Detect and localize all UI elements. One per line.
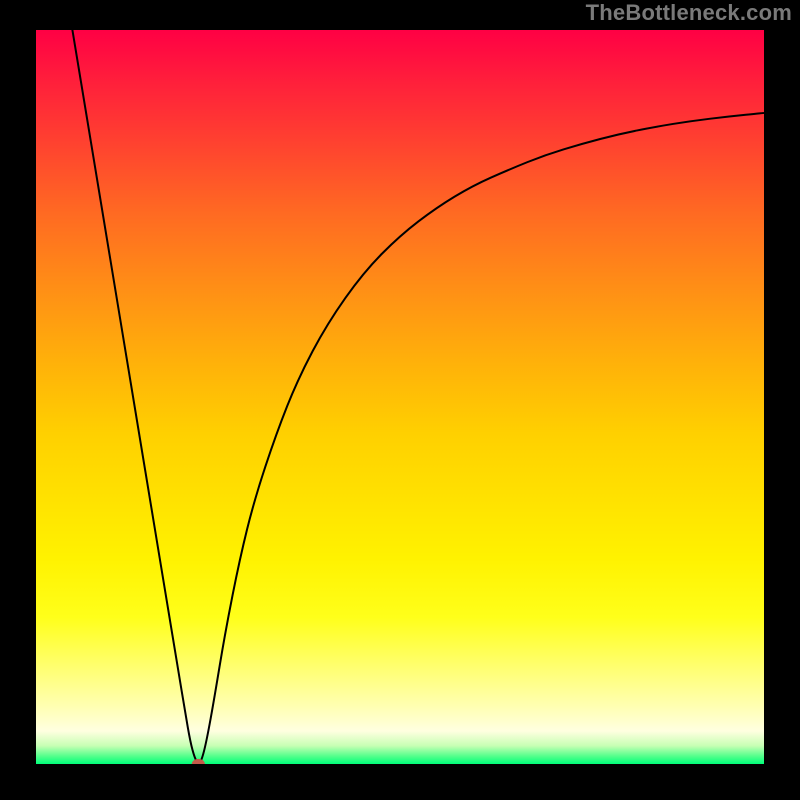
plot-background (36, 30, 764, 764)
chart-container: TheBottleneck.com (0, 0, 800, 800)
bottleneck-chart (0, 0, 800, 800)
